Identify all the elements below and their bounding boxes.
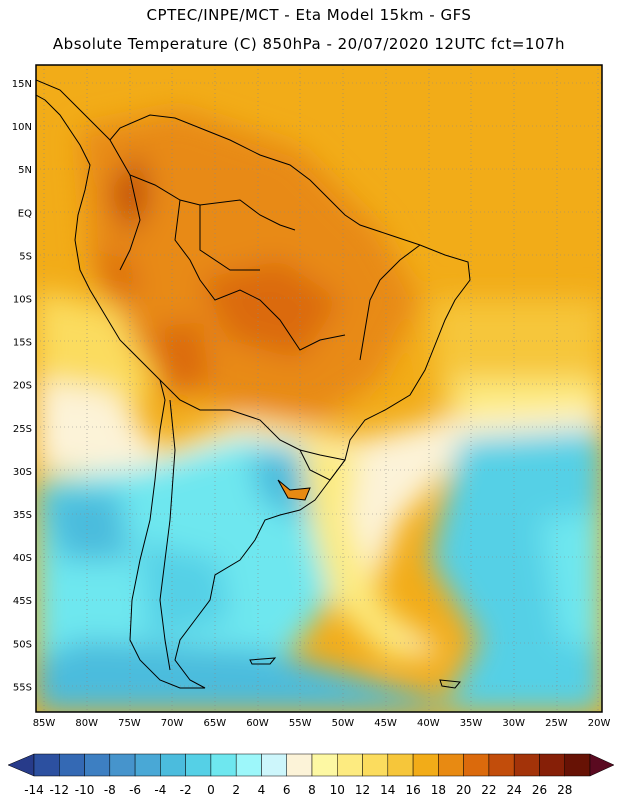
colorbar-tick-label: 8 bbox=[308, 783, 316, 797]
colorbar-tick-label: 24 bbox=[507, 783, 522, 797]
lon-label: 30W bbox=[502, 718, 525, 729]
colorbar-swatch bbox=[362, 753, 389, 777]
colorbar-swatch bbox=[387, 753, 414, 777]
lon-label: 80W bbox=[75, 718, 98, 729]
colorbar-max-arrow bbox=[589, 753, 615, 777]
colorbar-tick-labels: -14 -12 -10 -8 -6 -4 -2 0 2 4 6 8 10 12 14 16 18 20 22 24 26… bbox=[24, 783, 572, 797]
colorbar-swatch bbox=[311, 753, 338, 777]
title-line-1: CPTEC/INPE/MCT - Eta Model 15km - GFS bbox=[146, 6, 472, 24]
colorbar-swatch bbox=[286, 753, 313, 777]
colorbar-swatch bbox=[235, 753, 262, 777]
lat-label: 5N bbox=[18, 165, 32, 176]
colorbar-swatch bbox=[539, 753, 565, 777]
lon-label: 40W bbox=[417, 718, 440, 729]
colorbar-tick-label: 14 bbox=[380, 783, 395, 797]
colorbar-tick-label: -8 bbox=[104, 783, 116, 797]
lat-label: EQ bbox=[18, 208, 32, 219]
latitude-labels: 15N 10N 5N EQ 5S 10S 15S 20S 25S 30S 35S 40S 45S 50S 5… bbox=[12, 79, 32, 693]
lat-label: 20S bbox=[13, 381, 32, 392]
colorbar-tick-label: -10 bbox=[75, 783, 95, 797]
lon-label: 75W bbox=[118, 718, 141, 729]
lon-label: 70W bbox=[161, 718, 184, 729]
colorbar-swatch bbox=[185, 753, 212, 777]
lat-label: 50S bbox=[13, 639, 32, 650]
lon-label: 45W bbox=[374, 718, 397, 729]
map-frame bbox=[35, 64, 603, 713]
lon-label: 20W bbox=[588, 718, 611, 729]
lat-label: 15N bbox=[12, 79, 32, 90]
lat-label: 45S bbox=[13, 596, 32, 607]
colorbar-swatch bbox=[33, 753, 60, 777]
colorbar-tick-label: 16 bbox=[405, 783, 420, 797]
colorbar-swatch bbox=[513, 753, 540, 777]
lat-label: 15S bbox=[13, 338, 32, 349]
lon-label: 65W bbox=[203, 718, 226, 729]
colorbar-tick-label: 12 bbox=[355, 783, 370, 797]
colorbar-tick-label: 6 bbox=[283, 783, 291, 797]
colorbar-tick-label: 10 bbox=[330, 783, 345, 797]
colorbar-tick-label: 22 bbox=[481, 783, 496, 797]
colorbar-swatch bbox=[564, 753, 591, 777]
temperature-field bbox=[36, 65, 602, 712]
lon-label: 85W bbox=[33, 718, 56, 729]
colorbar-tick-label: 4 bbox=[258, 783, 266, 797]
lon-label: 35W bbox=[460, 718, 483, 729]
colorbar-tick-label: 0 bbox=[207, 783, 215, 797]
colorbar-swatch bbox=[210, 753, 237, 777]
lat-label: 40S bbox=[13, 553, 32, 564]
colorbar-tick-label: 2 bbox=[232, 783, 240, 797]
colorbar-tick-label: -4 bbox=[154, 783, 166, 797]
colorbar-tick-label: 18 bbox=[431, 783, 446, 797]
lon-label: 60W bbox=[246, 718, 269, 729]
lat-label: 25S bbox=[13, 424, 32, 435]
lat-label: 30S bbox=[13, 467, 32, 478]
colorbar: -14 -12 -10 -8 -6 -4 -2 0 2 4 6 8 10 12 14 16 18 20 22 24 26… bbox=[7, 753, 615, 797]
colorbar-swatches bbox=[7, 753, 615, 777]
lon-label: 50W bbox=[332, 718, 355, 729]
lon-label: 55W bbox=[289, 718, 312, 729]
colorbar-tick-label: 26 bbox=[532, 783, 547, 797]
colorbar-swatch bbox=[463, 753, 490, 777]
title-line-2: Absolute Temperature (C) 850hPa - 20/07/… bbox=[52, 35, 566, 53]
colorbar-tick-label: -6 bbox=[129, 783, 141, 797]
lat-label: 10S bbox=[13, 295, 32, 306]
coastlines bbox=[36, 79, 471, 689]
colorbar-swatch bbox=[488, 753, 515, 777]
colorbar-tick-label: -14 bbox=[24, 783, 44, 797]
lat-label: 5S bbox=[19, 251, 32, 262]
colorbar-min-arrow bbox=[7, 753, 35, 777]
lat-label: 10N bbox=[12, 122, 32, 133]
colorbar-tick-label: 20 bbox=[456, 783, 471, 797]
colorbar-swatch bbox=[134, 753, 161, 777]
colorbar-swatch bbox=[337, 753, 363, 777]
lat-label: 55S bbox=[13, 682, 32, 693]
colorbar-swatch bbox=[438, 753, 464, 777]
colorbar-swatch bbox=[261, 753, 287, 777]
colorbar-swatch bbox=[84, 753, 111, 777]
colorbar-tick-label: 28 bbox=[557, 783, 572, 797]
longitude-labels: 85W 80W 75W 70W 65W 60W 55W 50W 45W 40W 35W 30W 25W 2… bbox=[33, 718, 611, 729]
map-panel: 15N 10N 5N EQ 5S 10S 15S 20S 25S 30S 35S 40S 45S 50S 5… bbox=[12, 64, 611, 729]
lat-label: 35S bbox=[13, 510, 32, 521]
colorbar-tick-label: -2 bbox=[180, 783, 192, 797]
colorbar-swatch bbox=[59, 753, 85, 777]
colorbar-swatch bbox=[109, 753, 136, 777]
lon-label: 25W bbox=[545, 718, 568, 729]
colorbar-swatch bbox=[160, 753, 186, 777]
colorbar-tick-label: -12 bbox=[49, 783, 69, 797]
colorbar-swatch bbox=[412, 753, 439, 777]
